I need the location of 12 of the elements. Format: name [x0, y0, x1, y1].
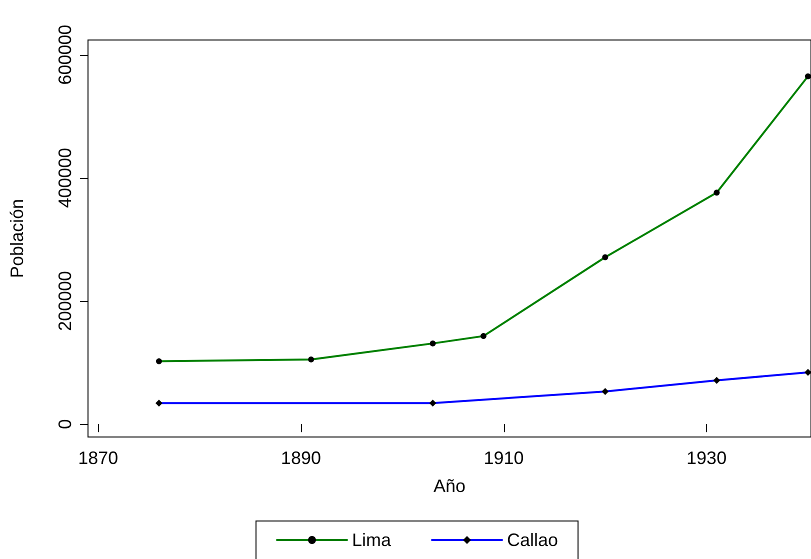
y-tick-label: 600000: [55, 24, 75, 85]
x-tick-label: 1910: [484, 448, 524, 468]
y-axis-title: Población: [7, 198, 27, 278]
y-tick-label: 400000: [55, 148, 75, 208]
legend-label: Lima: [352, 530, 392, 550]
y-tick-label: 0: [55, 419, 75, 430]
x-axis-title: Año: [433, 476, 466, 496]
legend-label: Callao: [507, 530, 558, 550]
x-tick-label: 1870: [78, 448, 118, 468]
y-tick-label: 200000: [55, 270, 75, 332]
x-tick-label: 1890: [280, 448, 321, 468]
x-tick-label: 1930: [686, 448, 727, 468]
